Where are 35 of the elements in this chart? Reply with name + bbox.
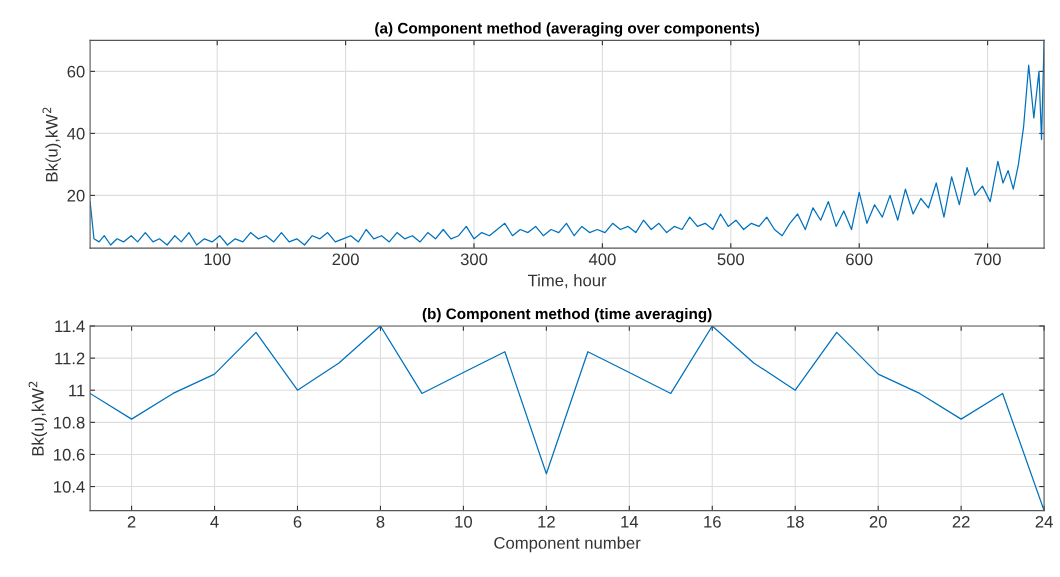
x-tick-label: 700	[974, 253, 1001, 266]
y-tick-label: 11.2	[55, 352, 85, 365]
x-tick-label: 12	[538, 515, 555, 528]
y-axis-title: Bk(u),kW$^{2}$	[28, 381, 48, 456]
y-tick-label: 20	[67, 189, 85, 202]
y-tick-label: 60	[67, 65, 85, 78]
y-tick-label: 11.4	[55, 320, 85, 333]
x-tick-label: 400	[588, 253, 616, 266]
y-tick-label: 10.4	[54, 480, 85, 493]
x-axis-title: Time, hour	[527, 274, 607, 289]
x-tick-label: 6	[293, 515, 302, 528]
x-tick-label: 24	[1035, 515, 1053, 528]
x-tick-label: 200	[332, 253, 359, 266]
x-tick-label: 22	[952, 515, 970, 528]
x-tick-label: 10	[455, 515, 473, 528]
y-tick-label: 40	[67, 127, 85, 140]
x-tick-label: 8	[376, 515, 385, 528]
y-tick-label: 10.6	[54, 448, 85, 461]
x-tick-label: 14	[621, 516, 639, 528]
chart-title: (b) Component method (time averaging)	[422, 307, 712, 323]
y-tick-label: 11	[69, 384, 85, 397]
chart-title: (a) Component method (averaging over components)	[375, 22, 760, 37]
x-tick-label: 4	[210, 516, 219, 528]
x-axis-title: Component number	[494, 536, 641, 553]
x-tick-label: 18	[787, 515, 804, 528]
x-tick-label: 20	[869, 515, 887, 528]
x-tick-label: 16	[704, 515, 721, 528]
line-series	[90, 326, 1045, 511]
x-tick-label: 2	[127, 515, 136, 528]
y-tick-label: 10.8	[54, 416, 85, 429]
x-tick-label: 100	[204, 253, 231, 266]
x-tick-label: 500	[717, 253, 745, 266]
x-tick-label: 600	[846, 253, 873, 266]
y-axis-title: Bk(u),kW$^{2}$	[42, 107, 61, 182]
x-tick-label: 300	[460, 253, 488, 266]
